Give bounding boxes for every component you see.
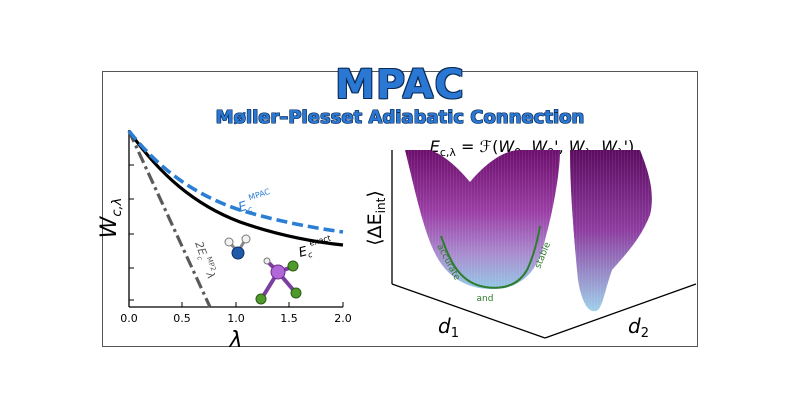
energy-surface-left-stripes [405,150,560,290]
mp2-curve-label: 2EcMP2λ [190,239,219,282]
right-y-axis-label: ⟨ΔEint⟩ [364,190,388,246]
left-y-ticks [129,164,134,301]
right-d1-axis [391,283,546,339]
left-x-ticks [128,302,344,307]
svg-text:⟨ΔEint⟩: ⟨ΔEint⟩ [364,190,388,246]
svg-text:Wc,λ: Wc,λ [97,198,125,239]
d2-axis-label: d2 [628,314,649,341]
y-label-sub: c,λ [110,198,125,217]
svg-text:2EcMP2λ: 2EcMP2λ [190,239,219,282]
exact-curve [127,130,344,247]
and-label: and [477,294,494,304]
water-molecule-icon [224,234,251,260]
pf3-molecule-icon [255,257,302,305]
x-tick-label: 1.5 [280,312,298,325]
x-tick-label: 1.0 [227,312,245,325]
page-title: MPAC [335,62,465,108]
page-subtitle: Møller–Plesset Adiabatic Connection [215,107,585,128]
x-tick-label: 0.5 [173,312,191,325]
left-y-axis-label: Wc,λ [97,198,125,239]
mp2-curve [127,130,212,308]
left-x-axis-label: λ [228,328,242,353]
x-tick-label: 2.0 [334,312,352,325]
d1-axis-label: d1 [438,314,459,341]
right-plot: Ec,λ = ℱ(W0, W0', Wλ, Wλ') ⟨ΔEint⟩ accur… [364,137,697,341]
y-label-main: W [97,215,122,238]
x-tick-label: 0.0 [120,312,138,325]
right-d2-axis [544,283,697,339]
energy-surface-right-stripes [570,150,652,312]
figure-frame [102,71,698,347]
surface-seam [566,151,579,301]
stable-path [440,225,541,289]
mpac-curve [127,129,344,234]
svg-text:EcMPAC: EcMPAC [235,187,275,217]
mpac-curve-label: EcMPAC [235,187,275,217]
left-plot: 0.0 0.5 1.0 1.5 2.0 λ Wc,λ EcMPAC Ecexac… [97,129,352,353]
